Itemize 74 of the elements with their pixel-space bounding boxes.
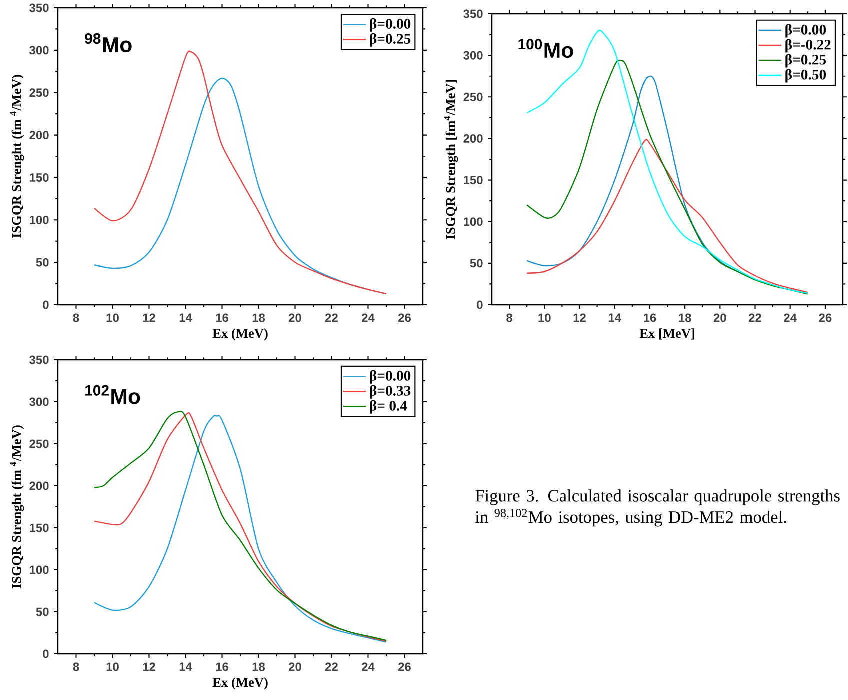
annotation: $^{102}$Mo [86,385,140,404]
x-tick-label: 16 [216,314,228,322]
line-series [526,140,809,294]
y-tick-label: 50 [470,259,483,268]
y-tick-label: 0 [43,300,49,310]
x-tick-label: 20 [289,314,302,322]
legend-label: β=0.25 [786,54,826,68]
y-tick-label: 350 [30,4,49,12]
x-axis-title: Ex (MeV) [212,678,268,690]
y-tick-label: 300 [30,398,49,406]
x-tick-label: 16 [216,662,228,672]
legend-label: β=0.33 [370,385,411,399]
y-tick-label: 300 [464,51,483,60]
x-tick-label: 22 [326,314,338,322]
x-tick-label: 14 [608,314,622,322]
x-tick-label: 10 [538,314,551,322]
legend-label: β=0.00 [786,24,826,38]
x-tick-label: 20 [714,314,726,322]
x-tick-label: 16 [644,314,656,322]
x-tick-label: 26 [819,314,832,322]
y-tick-label: 50 [36,258,49,267]
caption: Figure 3. Calculated isoscalar quadrupole strengths in $^{98,102}$Mo isotopes, using DD-ME2 model. [475,490,840,527]
legend-label: β=0.00 [370,370,411,384]
y-tick-label: 0 [477,300,483,310]
legend-label: β= 0.4 [370,400,408,414]
x-tick-label: 20 [289,662,302,672]
x-tick-label: 12 [143,314,156,322]
x-tick-label: 18 [252,662,266,672]
x-tick-label: 18 [679,314,692,322]
x-tick-label: 24 [784,314,797,322]
y-tick-label: 50 [36,608,49,616]
y-tick-label: 150 [30,173,49,182]
x-tick-label: 24 [362,662,375,672]
legend-label: β=0.25 [370,33,411,47]
y-tick-label: 300 [30,46,49,55]
y-tick-label: 150 [464,176,483,185]
x-tick-label: 8 [506,314,513,322]
legend-label: β=0.00 [370,18,411,32]
annotation: $^{98}$Mo [85,33,132,52]
y-tick-label: 200 [30,131,49,140]
y-tick-label: 250 [30,88,49,98]
x-tick-label: 12 [143,662,156,672]
x-tick-label: 22 [749,314,762,322]
x-tick-label: 26 [398,314,411,322]
y-tick-label: 200 [464,134,483,143]
y-axis-title: ISGQR Strenght (fm $^{4}$/MeV) [10,75,24,238]
x-tick-label: 14 [180,662,192,671]
x-tick-label: 24 [362,314,375,322]
y-tick-label: 0 [43,650,49,658]
y-tick-label: 350 [464,10,483,18]
x-tick-label: 8 [73,662,80,672]
x-tick-label: 12 [574,314,586,322]
annotation: $^{100}$Mo [518,39,574,58]
x-tick-label: 14 [180,314,192,322]
x-tick-label: 22 [326,662,338,672]
y-tick-label: 200 [30,482,49,490]
x-tick-label: 26 [398,662,411,672]
x-axis-title: Ex [MeV] [640,328,694,340]
y-tick-label: 100 [30,566,49,574]
x-axis-title: Ex (MeV) [212,328,268,341]
x-tick-label: 18 [252,314,266,322]
x-tick-label: 8 [73,314,80,322]
legend-label: β=-0.22 [786,39,831,53]
x-tick-label: 10 [106,314,119,322]
x-tick-label: 10 [106,662,119,672]
y-axis-title: ISGQR Strenght (fm $^{4}$/MeV) [10,426,24,589]
y-tick-label: 250 [464,92,483,102]
y-tick-label: 100 [464,218,483,226]
y-axis-title: ISGQR Strength [fm$^{4}$/MeV] [444,80,458,240]
y-tick-label: 250 [30,440,49,448]
y-tick-label: 100 [30,216,49,224]
legend-label: β=0.50 [786,69,826,83]
y-tick-label: 150 [30,524,49,532]
y-tick-label: 350 [30,356,49,364]
